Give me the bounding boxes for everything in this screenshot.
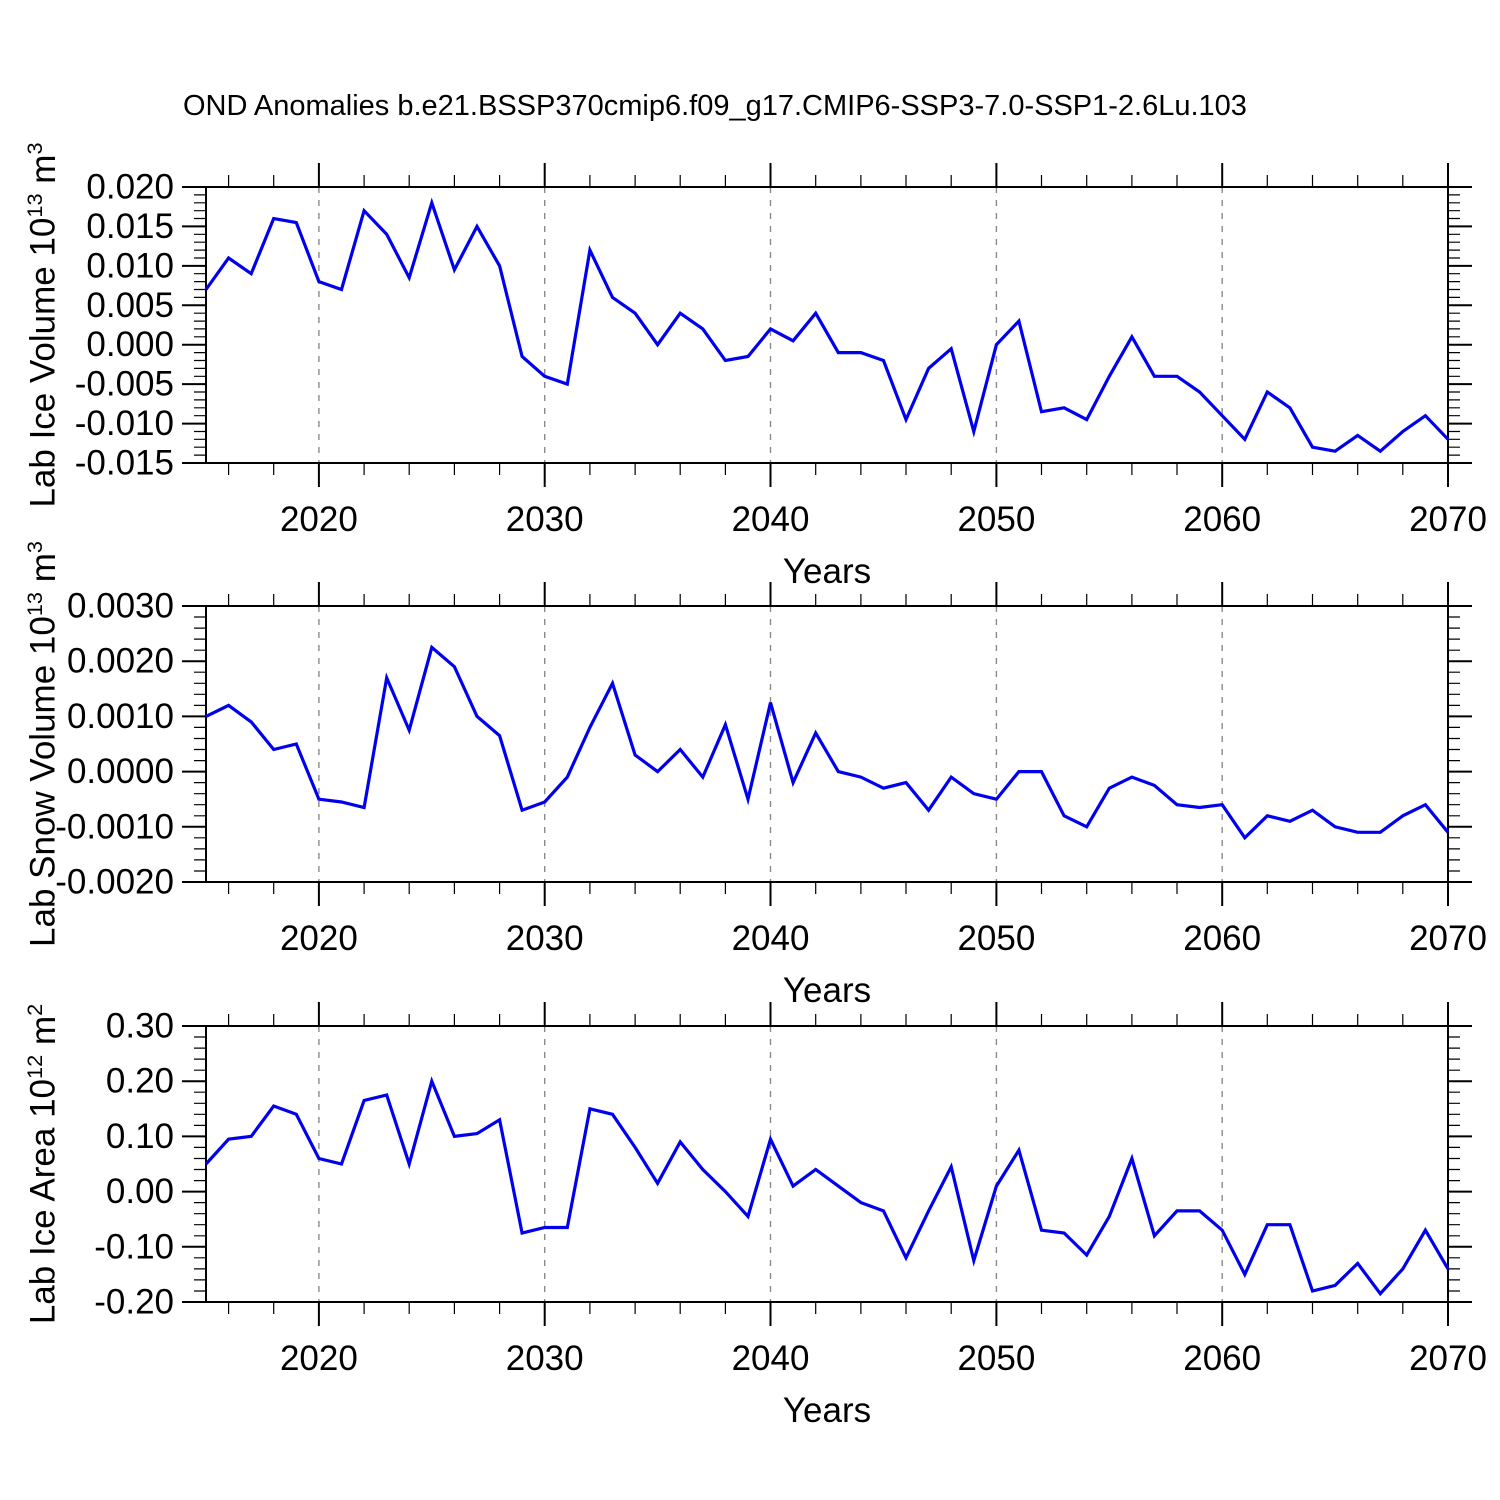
svg-text:2060: 2060 [1183,500,1261,539]
svg-text:2070: 2070 [1409,1339,1487,1378]
svg-text:0.0010: 0.0010 [67,697,174,736]
svg-text:0.00: 0.00 [106,1172,174,1211]
svg-text:0.000: 0.000 [86,325,174,364]
svg-text:-0.0010: -0.0010 [55,807,174,846]
svg-text:2040: 2040 [732,919,810,958]
svg-text:0.30: 0.30 [106,1007,174,1046]
svg-text:0.0030: 0.0030 [67,587,174,626]
svg-text:2050: 2050 [957,500,1035,539]
svg-text:2060: 2060 [1183,1339,1261,1378]
svg-text:2020: 2020 [280,500,358,539]
svg-text:2060: 2060 [1183,919,1261,958]
svg-text:0.005: 0.005 [86,286,174,325]
x-axis-title-1: Years [782,552,872,591]
svg-text:2040: 2040 [732,500,810,539]
chart-title: OND Anomalies b.e21.BSSP370cmip6.f09_g17… [183,90,1247,122]
svg-text:2030: 2030 [506,1339,584,1378]
svg-text:0.0000: 0.0000 [67,752,174,791]
svg-text:2050: 2050 [957,1339,1035,1378]
svg-text:2070: 2070 [1409,919,1487,958]
svg-text:0.0020: 0.0020 [67,642,174,681]
svg-text:2030: 2030 [506,919,584,958]
svg-text:2050: 2050 [957,919,1035,958]
lab-ice-area-y-axis-title: Lab Ice Area 1012m2 [22,1003,63,1325]
svg-text:-0.10: -0.10 [94,1227,174,1266]
svg-text:-0.0020: -0.0020 [55,863,174,902]
x-axis-title-3: Years [782,1391,872,1430]
svg-text:-0.010: -0.010 [75,404,174,443]
svg-text:2070: 2070 [1409,500,1487,539]
svg-text:-0.005: -0.005 [75,365,174,404]
svg-text:2040: 2040 [732,1339,810,1378]
svg-text:2030: 2030 [506,500,584,539]
svg-text:0.10: 0.10 [106,1117,174,1156]
svg-text:0.010: 0.010 [86,246,174,285]
svg-text:-0.015: -0.015 [75,444,174,483]
svg-text:0.020: 0.020 [86,168,174,207]
svg-text:2020: 2020 [280,1339,358,1378]
svg-text:0.015: 0.015 [86,207,174,246]
svg-text:2020: 2020 [280,919,358,958]
lab-snow-volume-y-axis-title: Lab Snow Volume 1013m3 [22,541,63,947]
svg-text:-0.20: -0.20 [94,1283,174,1322]
x-axis-title-2: Years [782,971,872,1010]
lab-ice-volume-y-axis-title: Lab Ice Volume 1013m3 [22,142,63,508]
svg-text:0.20: 0.20 [106,1062,174,1101]
